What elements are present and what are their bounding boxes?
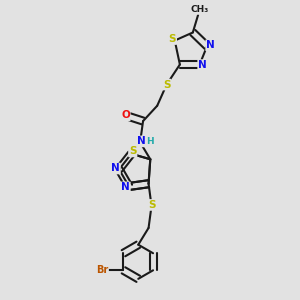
Text: O: O [121, 110, 130, 120]
Text: S: S [129, 146, 136, 157]
Text: CH₃: CH₃ [190, 5, 209, 14]
Text: N: N [198, 60, 207, 70]
Text: S: S [169, 34, 176, 44]
Text: N: N [137, 136, 146, 146]
Text: N: N [206, 40, 215, 50]
Text: N: N [111, 164, 120, 173]
Text: S: S [148, 200, 155, 210]
Text: Br: Br [96, 265, 108, 275]
Text: H: H [146, 137, 153, 146]
Text: S: S [163, 80, 170, 90]
Text: N: N [121, 182, 130, 192]
